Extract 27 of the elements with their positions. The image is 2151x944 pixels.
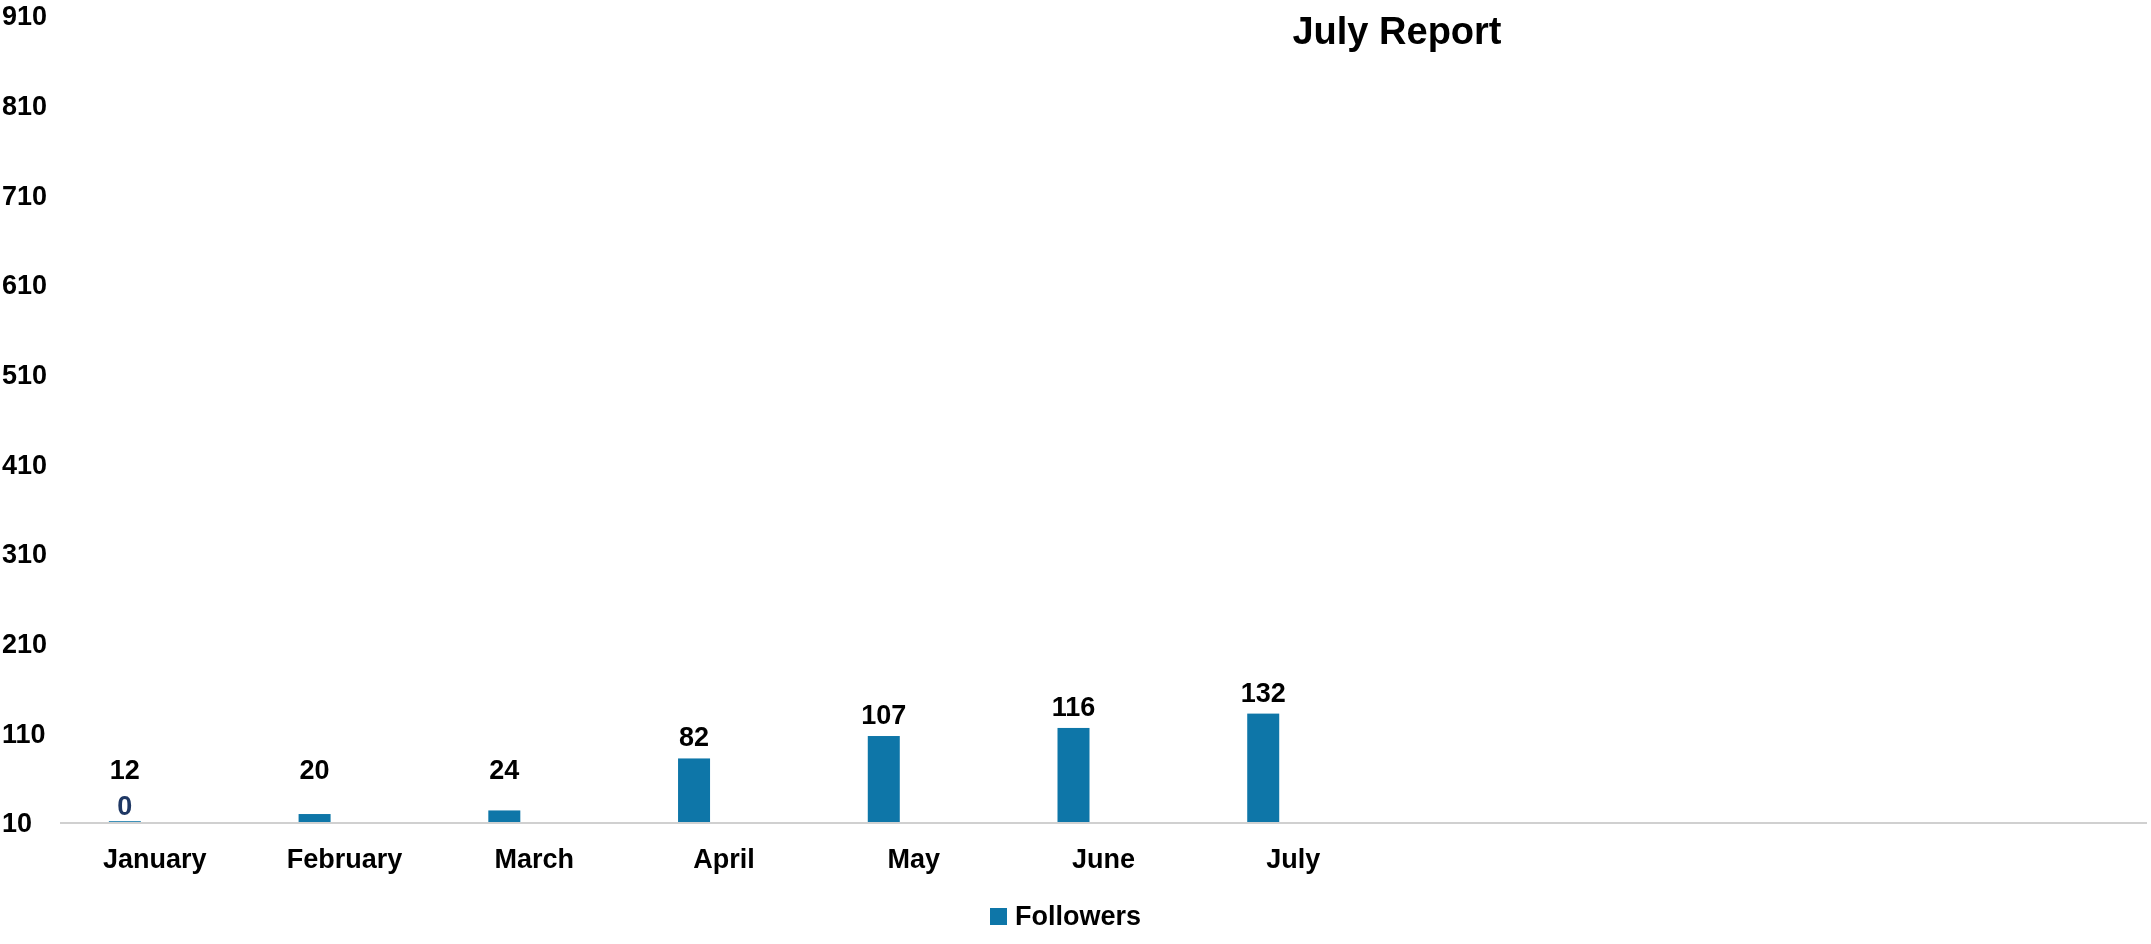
data-label: 107 <box>861 700 907 731</box>
y-tick-label: 710 <box>2 180 48 211</box>
x-tick-label: March <box>494 844 575 874</box>
x-tick-label: May <box>887 844 941 874</box>
data-label: 20 <box>299 755 330 785</box>
legend-label: Followers <box>1015 901 1142 931</box>
data-label: 24 <box>489 755 520 785</box>
data-label: 12 <box>109 755 140 785</box>
chart-title: July Report <box>1292 10 1502 52</box>
x-tick-label: July <box>1266 844 1321 874</box>
x-tick-label: January <box>103 844 207 874</box>
y-tick-label: 610 <box>2 270 48 301</box>
y-tick-label: 10 <box>2 808 33 839</box>
y-tick-label: 910 <box>2 1 48 32</box>
data-label: 116 <box>1051 691 1096 722</box>
y-tick-label: 110 <box>2 718 46 749</box>
y-tick-label: 810 <box>2 91 48 122</box>
y-tick-label: 210 <box>2 629 48 660</box>
x-tick-label: June <box>1071 844 1136 874</box>
annotation: 0 <box>117 791 133 821</box>
x-tick-label: February <box>286 844 403 874</box>
y-tick-label: 310 <box>2 539 48 570</box>
x-tick-label: April <box>693 844 755 874</box>
data-label: 132 <box>1240 677 1286 708</box>
data-label: 82 <box>679 722 710 753</box>
y-tick-label: 410 <box>2 449 48 480</box>
y-tick-label: 510 <box>2 360 48 391</box>
